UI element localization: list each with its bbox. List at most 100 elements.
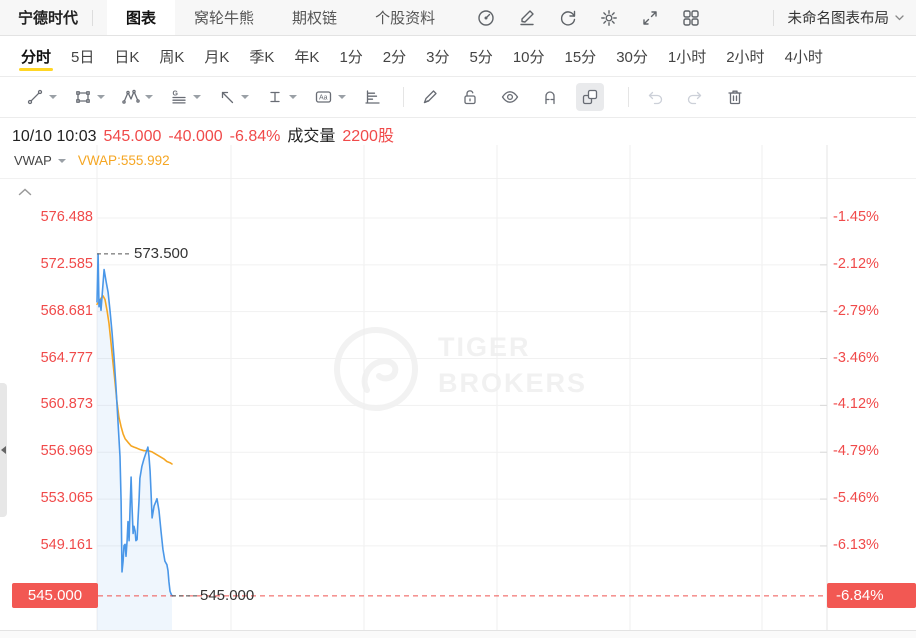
fullscreen-icon[interactable] — [640, 8, 660, 28]
indicator-name[interactable]: VWAP — [14, 153, 52, 168]
timeframe-10分[interactable]: 10分 — [512, 48, 545, 66]
price-range-tool[interactable] — [266, 88, 297, 106]
top-tabs: 图表 窝轮牛熊 期权链 个股资料 — [107, 0, 454, 35]
top-tab-图表[interactable]: 图表 — [107, 0, 176, 35]
top-tab-窝轮牛熊[interactable]: 窝轮牛熊 — [194, 10, 255, 27]
price-area-fill — [97, 253, 172, 630]
chevron-down-icon[interactable] — [57, 158, 66, 163]
layout-name: 未命名图表布局 — [787, 11, 890, 27]
chevron-down-icon — [241, 95, 249, 99]
price-line — [96, 253, 173, 597]
shape-rectangle-tool[interactable] — [74, 88, 105, 106]
price-axis-label: 556.969 — [40, 443, 93, 460]
multi-layout-grid-icon[interactable] — [681, 8, 701, 28]
percent-axis-label: -3.46% — [833, 349, 879, 366]
drawing-toolbar: G Aa — [0, 77, 916, 118]
show-hide-drawings-button[interactable] — [496, 83, 524, 111]
price-axis-label: 553.065 — [40, 490, 93, 507]
timeframe-30分[interactable]: 30分 — [616, 48, 648, 66]
chevron-down-icon — [895, 14, 904, 20]
undo-button[interactable] — [641, 83, 669, 111]
svg-text:G: G — [173, 91, 179, 98]
text-label-tool[interactable]: Aa — [314, 88, 346, 106]
timeframe-1分[interactable]: 1分 — [339, 48, 363, 66]
timeframe-日K[interactable]: 日K — [114, 48, 140, 66]
timeframe-季K[interactable]: 季K — [249, 48, 275, 66]
topbar-icons — [476, 8, 701, 28]
timeframe-分时[interactable]: 分时 — [14, 36, 58, 76]
timeframe-15分[interactable]: 15分 — [564, 48, 597, 66]
trend-line-tool[interactable] — [26, 88, 57, 106]
price-axis-label: 576.488 — [40, 209, 93, 225]
chevron-down-icon — [97, 95, 105, 99]
session-high-label: 573.500 — [134, 244, 189, 262]
divider — [403, 87, 404, 107]
price-axis-label: 572.585 — [40, 255, 93, 272]
gauge-icon[interactable] — [476, 8, 496, 28]
quote-bar: 10/10 10:03 545.000 -40.000 -6.84% 成交量 2200股 — [12, 122, 401, 146]
price-axis-label: 568.681 — [40, 302, 93, 319]
layout-selector[interactable]: 未命名图表布局 — [788, 7, 905, 28]
chevron-down-icon — [338, 95, 346, 99]
group-shapes-button[interactable] — [576, 83, 604, 111]
chevron-down-icon — [145, 95, 153, 99]
top-tab-个股资料[interactable]: 个股资料 — [375, 10, 436, 27]
last-price-line-label: 545.000 — [200, 586, 255, 604]
redo-button[interactable] — [681, 83, 709, 111]
delete-drawings-button[interactable] — [721, 83, 749, 111]
quote-volume: 2200股 — [342, 128, 394, 145]
last-percent-badge: -6.84% — [827, 583, 916, 609]
timeframe-5分[interactable]: 5分 — [469, 48, 493, 66]
collapse-pane-button[interactable] — [18, 183, 32, 201]
sidebar-collapse-handle[interactable] — [0, 383, 7, 517]
chevron-down-icon — [289, 95, 297, 99]
volume-profile-tool[interactable] — [363, 88, 381, 106]
chevron-down-icon — [49, 95, 57, 99]
percent-axis-label: -5.46% — [833, 490, 879, 507]
last-price-badge: 545.000 — [12, 583, 98, 609]
timeframe-bar: 分时 5日 日K 周K 月K 季K 年K 1分 2分 3分 5分 10分 15分 30分 1小时 2小时 4小时 — [0, 36, 916, 77]
quote-change: -40.000 — [168, 128, 223, 145]
symbol-name[interactable]: 宁德时代 — [18, 10, 79, 27]
volume-label: 成交量 — [287, 128, 336, 145]
arrow-marker-tool[interactable] — [218, 88, 249, 106]
divider — [772, 9, 774, 26]
price-axis-label: 549.161 — [40, 536, 93, 553]
timeframe-2分[interactable]: 2分 — [382, 48, 407, 66]
top-tab-期权链[interactable]: 期权链 — [292, 10, 338, 27]
percent-axis-label: -2.79% — [833, 302, 879, 319]
divider — [92, 9, 94, 26]
percent-axis-label: -2.12% — [833, 255, 879, 272]
timeframe-1小时[interactable]: 1小时 — [667, 48, 707, 66]
timeframe-3分[interactable]: 3分 — [426, 48, 450, 66]
edit-note-icon[interactable] — [517, 8, 537, 28]
percent-axis-label: -1.45% — [833, 209, 879, 225]
percent-axis-label: -4.12% — [833, 396, 879, 413]
magnet-mode-button[interactable] — [536, 83, 564, 111]
chevron-down-icon — [193, 95, 201, 99]
timeframe-2小时[interactable]: 2小时 — [726, 48, 765, 66]
price-axis-label: 560.873 — [40, 396, 93, 413]
quote-change-pct: -6.84% — [229, 128, 281, 145]
timeframe-5日[interactable]: 5日 — [71, 48, 95, 66]
quote-price: 545.000 — [103, 128, 162, 145]
top-bar: 宁德时代 图表 窝轮牛熊 期权链 个股资料 未命名图表布局 — [0, 0, 916, 36]
timeframe-4小时[interactable]: 4小时 — [784, 48, 823, 66]
draw-brush-button[interactable] — [416, 83, 444, 111]
percent-axis-label: -4.79% — [833, 443, 879, 460]
refresh-icon[interactable] — [558, 8, 578, 28]
divider — [628, 87, 629, 107]
time-axis-strip — [0, 631, 916, 638]
gann-fib-lines-tool[interactable]: G — [170, 88, 201, 106]
price-axis-label: 564.777 — [40, 349, 93, 366]
indicator-value: VWAP:555.992 — [77, 153, 170, 168]
svg-text:Aa: Aa — [319, 95, 328, 102]
pattern-waves-tool[interactable] — [122, 88, 153, 106]
indicator-legend: VWAP VWAP:555.992 — [14, 153, 170, 168]
lock-drawings-button[interactable] — [456, 83, 484, 111]
timeframe-周K[interactable]: 周K — [159, 48, 185, 66]
settings-gear-icon[interactable] — [599, 8, 619, 28]
timeframe-月K[interactable]: 月K — [204, 48, 230, 66]
watermark-text: TIGER BROKERS — [438, 332, 588, 398]
timeframe-年K[interactable]: 年K — [294, 48, 320, 66]
